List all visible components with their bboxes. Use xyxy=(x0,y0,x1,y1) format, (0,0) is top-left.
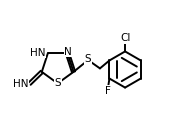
Text: S: S xyxy=(54,78,61,88)
Text: F: F xyxy=(105,86,111,96)
Text: S: S xyxy=(85,54,91,64)
Text: N: N xyxy=(64,47,72,57)
Text: HN: HN xyxy=(13,79,29,89)
Text: Cl: Cl xyxy=(120,33,130,43)
Text: HN: HN xyxy=(30,48,46,58)
